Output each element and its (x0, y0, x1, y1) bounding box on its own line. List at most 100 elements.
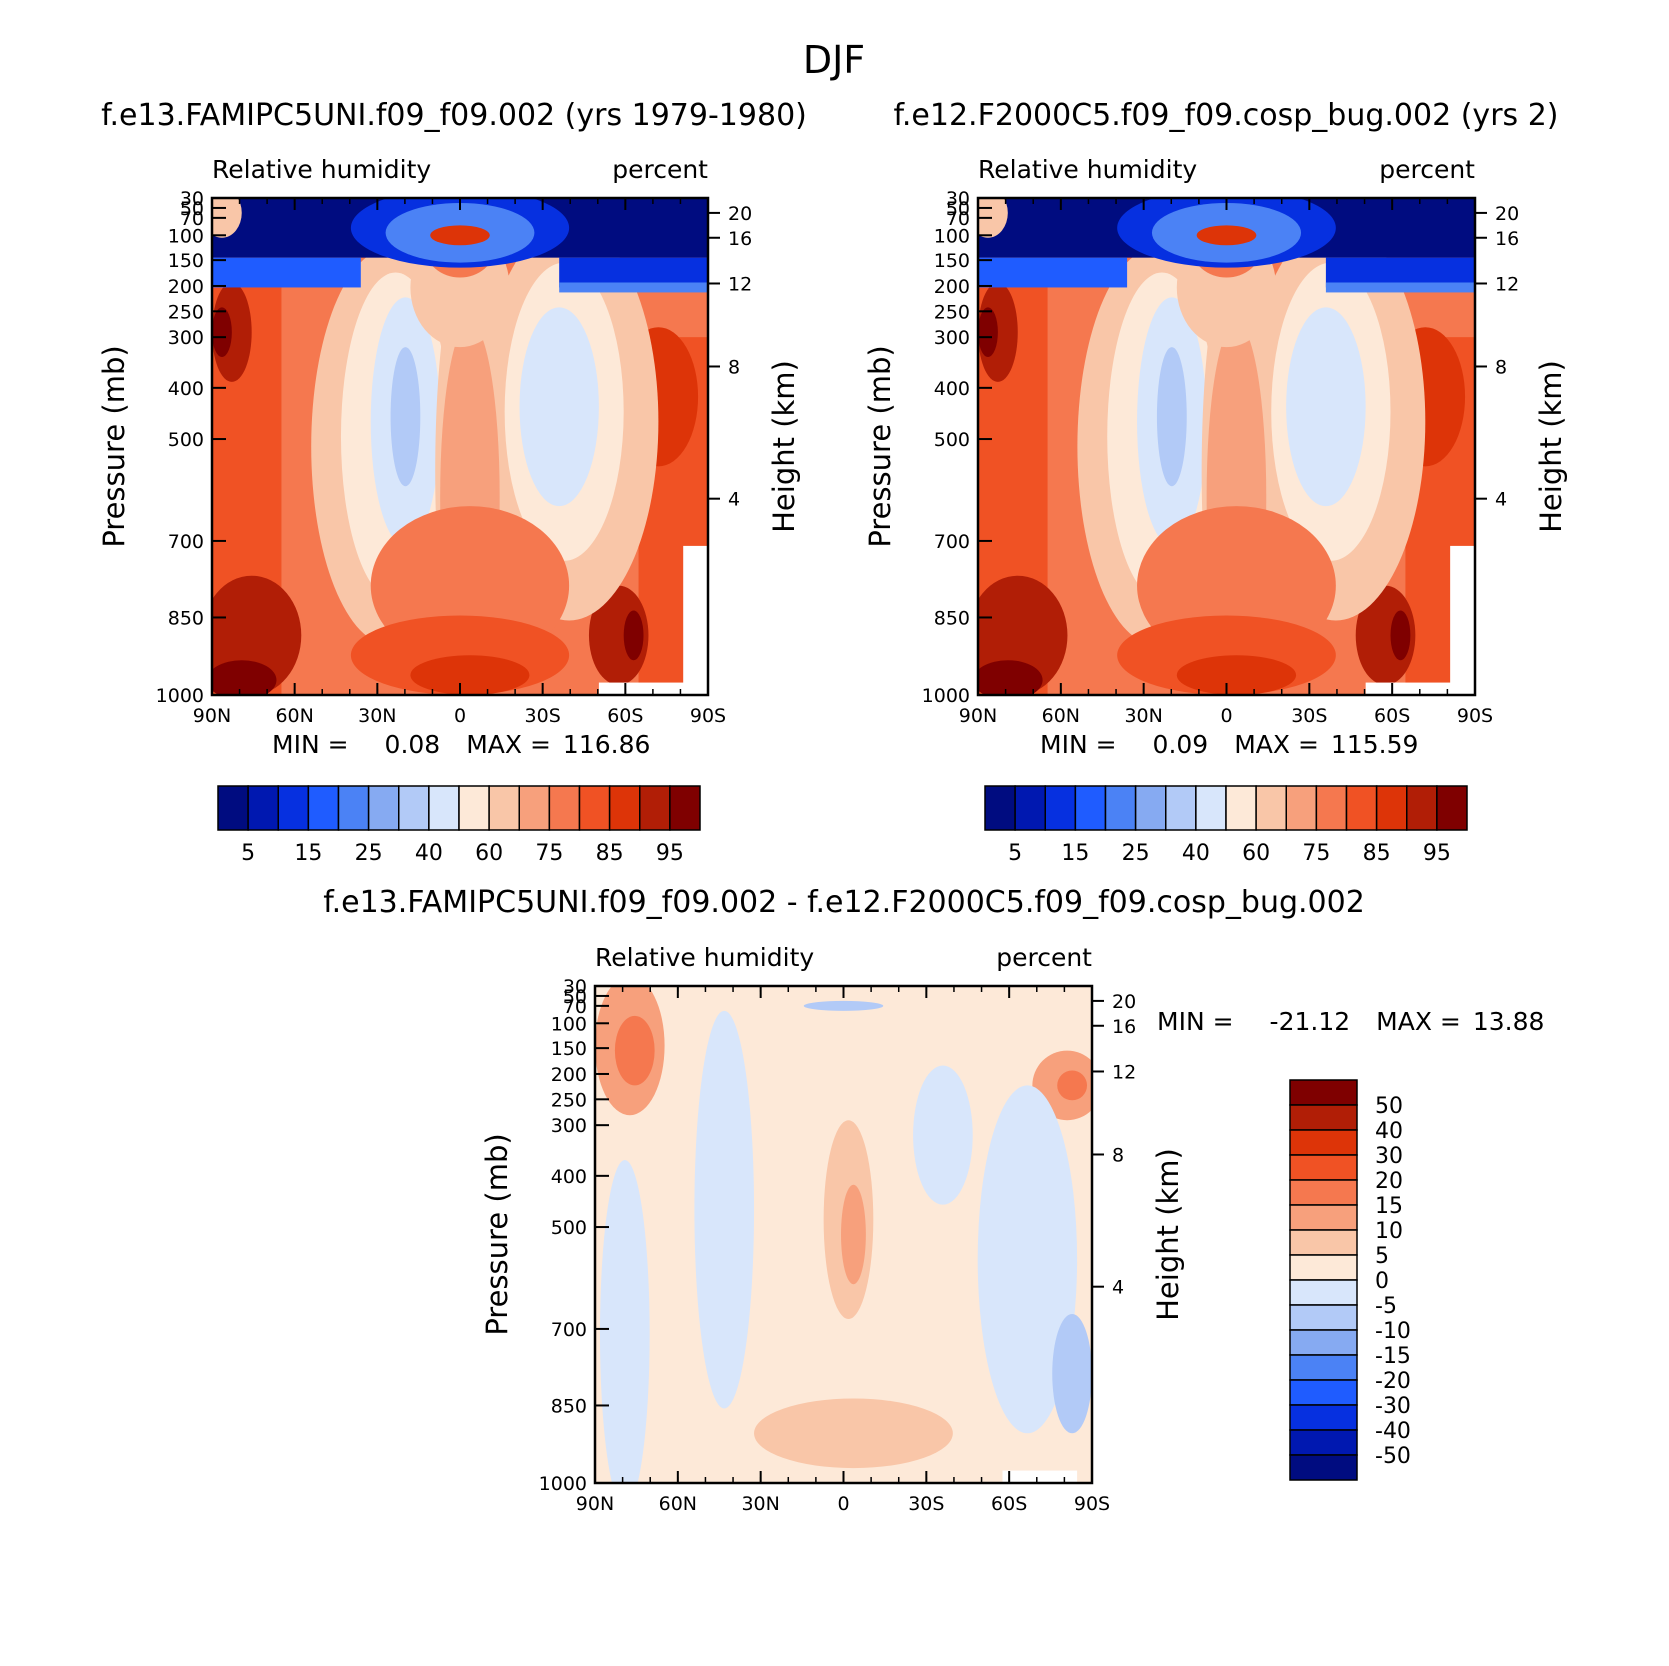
contour-region (410, 655, 530, 695)
panel-title: f.e12.F2000C5.f09_f09.cosp_bug.002 (yrs … (894, 98, 1559, 133)
contour-region (913, 1065, 973, 1205)
x-tick-label: 90S (690, 705, 726, 727)
colorbar-label: 95 (656, 841, 684, 866)
min-label: MIN = (1040, 730, 1117, 759)
y-axis-label: Pressure (mb) (480, 1133, 514, 1335)
contour-region (599, 1160, 650, 1483)
y-tick-label: 300 (934, 327, 970, 349)
contour-field (978, 198, 1475, 695)
colorbar-box (1195, 785, 1227, 831)
contour-region (1390, 610, 1411, 661)
left-string: Relative humidity (212, 155, 431, 184)
y2-tick-label: 8 (728, 356, 740, 378)
left-string: Relative humidity (978, 155, 1197, 184)
colorbar-box (307, 785, 340, 831)
max-value: 115.59 (1331, 730, 1418, 759)
y-tick-label: 100 (551, 1013, 587, 1035)
x-tick-label: 30S (908, 1493, 944, 1515)
colorbar-label: 15 (294, 841, 322, 866)
figure-title: DJF (803, 38, 865, 82)
colorbar-label: 50 (1375, 1094, 1403, 1119)
colorbar-box (1134, 785, 1167, 831)
colorbar-label: -40 (1375, 1419, 1411, 1444)
y-tick-label: 50 (180, 198, 204, 220)
min-max-stats: MIN = 0.09 MAX = 115.59 (1040, 730, 1418, 759)
colorbar-label: 75 (535, 841, 563, 866)
colorbar-box (428, 785, 460, 831)
colorbar-box (277, 785, 310, 831)
min-max-stats: MIN = -21.12 MAX = 13.88 (1157, 1007, 1544, 1036)
panel-model-2: f.e12.F2000C5.f09_f09.cosp_bug.002 (yrs … (863, 98, 1568, 866)
y-tick-label: 700 (551, 1319, 587, 1341)
contour-region (430, 225, 490, 246)
colorbar-box (1406, 785, 1438, 831)
y2-axis-label: Height (km) (1151, 1148, 1185, 1321)
contour-field (212, 198, 708, 695)
colorbar-box (1436, 785, 1468, 831)
colorbar-box (488, 785, 520, 831)
contour-region (1156, 347, 1187, 487)
panel-difference: f.e13.FAMIPC5UNI.f09_f09.002 - f.e12.F20… (323, 885, 1544, 1515)
y-tick-label: 850 (934, 607, 970, 629)
y2-tick-label: 8 (1112, 1144, 1124, 1166)
y2-tick-label: 16 (1495, 228, 1519, 250)
colorbar-box (1225, 785, 1257, 831)
y2-tick-label: 20 (1112, 991, 1136, 1013)
colorbar-label: 85 (596, 841, 624, 866)
colorbar-box (1289, 1404, 1358, 1431)
colorbar-label: 5 (1008, 841, 1022, 866)
colorbar-box (984, 785, 1016, 831)
contour-region (1355, 585, 1416, 686)
contour-region (212, 257, 361, 288)
y-tick-label: 1000 (922, 685, 970, 707)
colorbar-label: 0 (1375, 1269, 1389, 1294)
min-label: MIN = (272, 730, 349, 759)
right-string: percent (612, 155, 708, 184)
x-tick-label: 60S (1374, 705, 1410, 727)
colorbar-label: 25 (1122, 841, 1150, 866)
y2-tick-label: 8 (1495, 356, 1507, 378)
contour-region (978, 307, 998, 358)
colorbar-label: 15 (1375, 1194, 1403, 1219)
colorbar-box (1289, 1154, 1358, 1181)
colorbar-label: 40 (1182, 841, 1210, 866)
contour-region (754, 1398, 953, 1469)
colorbar-box (1165, 785, 1197, 831)
x-tick-label: 0 (454, 705, 466, 727)
panel-title: f.e13.FAMIPC5UNI.f09_f09.002 - f.e12.F20… (323, 885, 1365, 920)
colorbar-box (398, 785, 430, 831)
y-tick-label: 500 (934, 429, 970, 451)
contour-region (1176, 655, 1297, 695)
colorbar-box (1044, 785, 1077, 831)
y-tick-label: 150 (551, 1038, 587, 1060)
y-tick-label: 150 (934, 250, 970, 272)
x-tick-label: 90S (1457, 705, 1493, 727)
y-tick-label: 500 (168, 429, 204, 451)
y2-tick-label: 20 (728, 203, 752, 225)
colorbar-box (1289, 1429, 1358, 1456)
colorbar-label: 95 (1423, 841, 1451, 866)
colorbar-box (548, 785, 581, 831)
y-axis-label: Pressure (mb) (863, 345, 897, 547)
colorbar-box (1285, 785, 1318, 831)
y2-tick-label: 16 (1112, 1016, 1136, 1038)
colorbar-box (1289, 1079, 1358, 1106)
y-tick-label: 850 (168, 607, 204, 629)
colorbar-label: -30 (1375, 1394, 1411, 1419)
colorbar-box (608, 785, 641, 831)
y-tick-label: 300 (551, 1115, 587, 1137)
colorbar-box (1345, 785, 1378, 831)
max-label: MAX = (466, 730, 551, 759)
colorbar-box (1289, 1454, 1358, 1481)
colorbar-box (578, 785, 611, 831)
colorbar-label: 85 (1363, 841, 1391, 866)
contour-region (1057, 1070, 1088, 1101)
colorbar-label: 20 (1375, 1169, 1403, 1194)
colorbar-box (1289, 1304, 1358, 1331)
x-tick-label: 60N (275, 705, 313, 727)
y-tick-label: 200 (168, 276, 204, 298)
contour-region (978, 198, 1008, 238)
y2-axis-label: Height (km) (767, 360, 801, 533)
colorbar-box (337, 785, 370, 831)
colorbar-label: 5 (241, 841, 255, 866)
